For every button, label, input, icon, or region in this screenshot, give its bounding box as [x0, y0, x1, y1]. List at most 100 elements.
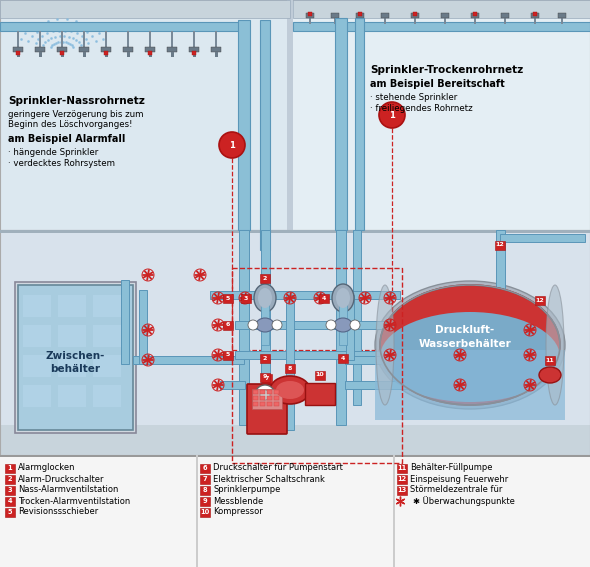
- Bar: [61, 52, 64, 57]
- Bar: [359, 18, 361, 24]
- Bar: [5, 464, 15, 473]
- Text: Alarmglocken: Alarmglocken: [18, 463, 76, 472]
- Text: 12: 12: [398, 476, 407, 482]
- Text: Behälter-Füllpumpe: Behälter-Füllpumpe: [410, 463, 493, 472]
- Bar: [253, 396, 258, 400]
- Text: · verdecktes Rohrsystem: · verdecktes Rohrsystem: [8, 159, 115, 168]
- Bar: [0, 230, 590, 233]
- Bar: [5, 486, 15, 495]
- Bar: [149, 52, 152, 57]
- Bar: [223, 320, 233, 329]
- Text: 11: 11: [546, 358, 555, 362]
- Text: am Beispiel Alarmfall: am Beispiel Alarmfall: [8, 134, 125, 144]
- Bar: [253, 390, 258, 394]
- Bar: [558, 13, 566, 18]
- Bar: [200, 475, 210, 484]
- Bar: [0, 230, 590, 455]
- Bar: [260, 373, 270, 382]
- Text: Druckluft-
Wasserbehälter: Druckluft- Wasserbehälter: [419, 325, 512, 349]
- Bar: [105, 31, 107, 47]
- Bar: [215, 31, 217, 47]
- Bar: [285, 363, 295, 373]
- Bar: [274, 396, 279, 400]
- Bar: [126, 52, 129, 57]
- Text: 7: 7: [265, 375, 269, 380]
- Text: Sprinkler-Trockenrohrnetz: Sprinkler-Trockenrohrnetz: [370, 65, 523, 75]
- Bar: [331, 13, 339, 18]
- Bar: [0, 0, 290, 18]
- Circle shape: [248, 320, 258, 330]
- Bar: [139, 290, 147, 364]
- Bar: [308, 12, 312, 16]
- Bar: [319, 294, 329, 303]
- Text: geringere Verzögerung bis zum: geringere Verzögerung bis zum: [8, 110, 143, 119]
- Bar: [83, 31, 85, 47]
- Text: 4: 4: [8, 498, 12, 504]
- Bar: [413, 12, 417, 16]
- Bar: [167, 47, 177, 52]
- Bar: [93, 355, 121, 377]
- Bar: [261, 305, 269, 345]
- Bar: [18, 285, 133, 430]
- Bar: [35, 47, 45, 52]
- Bar: [58, 355, 86, 377]
- Bar: [260, 353, 270, 362]
- Bar: [290, 0, 590, 230]
- Bar: [414, 18, 416, 24]
- Text: 5: 5: [8, 509, 12, 515]
- Bar: [545, 356, 555, 365]
- Circle shape: [255, 385, 275, 405]
- Bar: [239, 230, 249, 425]
- Bar: [336, 230, 346, 425]
- Bar: [335, 18, 347, 230]
- Bar: [0, 0, 590, 230]
- Bar: [61, 31, 63, 47]
- Bar: [286, 295, 294, 430]
- Text: Trocken-Alarmventilstation: Trocken-Alarmventilstation: [18, 497, 130, 506]
- Text: 1: 1: [8, 465, 12, 471]
- Bar: [561, 18, 563, 24]
- Bar: [0, 455, 590, 456]
- Circle shape: [260, 390, 270, 400]
- Text: 2: 2: [8, 476, 12, 482]
- Bar: [192, 52, 195, 57]
- Ellipse shape: [276, 381, 304, 399]
- Bar: [262, 374, 272, 383]
- Bar: [93, 325, 121, 347]
- Bar: [200, 464, 210, 473]
- Bar: [5, 497, 15, 506]
- Bar: [38, 52, 41, 57]
- Circle shape: [379, 102, 405, 128]
- Bar: [60, 51, 64, 55]
- Bar: [58, 385, 86, 407]
- Bar: [58, 325, 86, 347]
- Bar: [338, 353, 348, 362]
- Text: Störmeldezentrale für: Störmeldezentrale für: [410, 485, 502, 494]
- Bar: [267, 402, 272, 406]
- Bar: [397, 464, 407, 473]
- Bar: [121, 280, 129, 364]
- Bar: [15, 282, 136, 433]
- Bar: [17, 31, 19, 47]
- Bar: [356, 13, 364, 18]
- Bar: [196, 455, 198, 567]
- Bar: [353, 230, 361, 405]
- Text: 10: 10: [201, 509, 209, 515]
- Bar: [375, 350, 565, 420]
- Bar: [200, 497, 210, 506]
- Bar: [200, 508, 210, 517]
- FancyBboxPatch shape: [247, 384, 287, 434]
- Ellipse shape: [380, 285, 560, 405]
- Ellipse shape: [334, 318, 352, 332]
- Bar: [501, 13, 509, 18]
- Bar: [193, 31, 195, 47]
- Circle shape: [350, 320, 360, 330]
- Bar: [149, 31, 151, 47]
- Text: 2: 2: [263, 356, 267, 361]
- Text: Revisionssschieber: Revisionssschieber: [18, 507, 99, 517]
- Text: Nass-Alarmventilstation: Nass-Alarmventilstation: [18, 485, 119, 494]
- Bar: [384, 18, 386, 24]
- Text: Messblende: Messblende: [213, 497, 263, 506]
- Bar: [104, 52, 107, 57]
- Ellipse shape: [375, 281, 565, 409]
